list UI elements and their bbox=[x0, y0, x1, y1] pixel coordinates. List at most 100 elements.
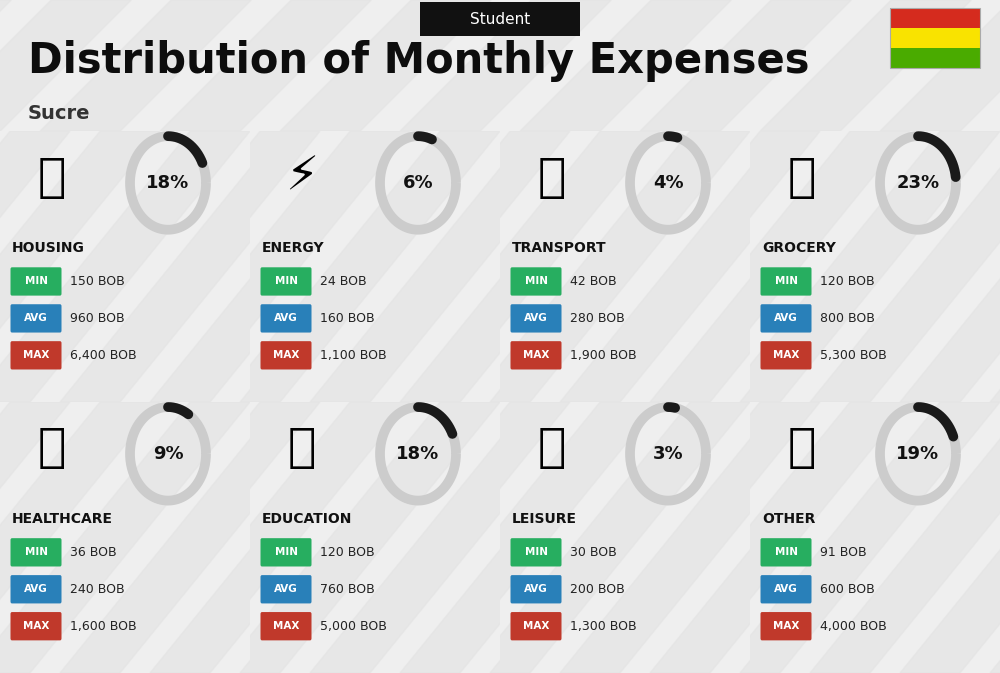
Polygon shape bbox=[0, 131, 250, 402]
Polygon shape bbox=[540, 131, 820, 402]
Polygon shape bbox=[760, 0, 971, 131]
Text: OTHER: OTHER bbox=[762, 512, 815, 526]
Text: 240 BOB: 240 BOB bbox=[70, 583, 125, 596]
FancyBboxPatch shape bbox=[511, 575, 562, 604]
Text: 🏢: 🏢 bbox=[38, 155, 66, 201]
Polygon shape bbox=[0, 0, 11, 131]
Text: 150 BOB: 150 BOB bbox=[70, 275, 125, 288]
Text: 5,000 BOB: 5,000 BOB bbox=[320, 620, 387, 633]
Polygon shape bbox=[740, 402, 1000, 673]
Polygon shape bbox=[720, 131, 1000, 402]
Text: 36 BOB: 36 BOB bbox=[70, 546, 117, 559]
Text: Distribution of Monthly Expenses: Distribution of Monthly Expenses bbox=[28, 40, 810, 82]
FancyBboxPatch shape bbox=[260, 612, 312, 641]
Polygon shape bbox=[40, 131, 320, 402]
Text: 1,900 BOB: 1,900 BOB bbox=[570, 349, 637, 362]
Polygon shape bbox=[310, 131, 590, 402]
Text: 280 BOB: 280 BOB bbox=[570, 312, 625, 325]
Polygon shape bbox=[990, 402, 1000, 673]
Text: AVG: AVG bbox=[24, 584, 48, 594]
Polygon shape bbox=[580, 402, 860, 673]
Text: Student: Student bbox=[470, 11, 530, 26]
Polygon shape bbox=[220, 402, 500, 673]
Polygon shape bbox=[310, 402, 590, 673]
Polygon shape bbox=[130, 402, 410, 673]
Text: MIN: MIN bbox=[274, 277, 298, 287]
Polygon shape bbox=[810, 402, 1000, 673]
Text: AVG: AVG bbox=[774, 584, 798, 594]
Polygon shape bbox=[490, 402, 770, 673]
Polygon shape bbox=[990, 131, 1000, 402]
Polygon shape bbox=[150, 131, 430, 402]
Polygon shape bbox=[0, 131, 160, 402]
Text: ⚡: ⚡ bbox=[285, 155, 319, 201]
Text: 800 BOB: 800 BOB bbox=[820, 312, 875, 325]
Polygon shape bbox=[240, 131, 520, 402]
Polygon shape bbox=[200, 131, 480, 402]
Text: MIN: MIN bbox=[524, 547, 548, 557]
Polygon shape bbox=[490, 131, 770, 402]
Text: 6%: 6% bbox=[403, 174, 433, 192]
FancyBboxPatch shape bbox=[260, 267, 312, 295]
FancyBboxPatch shape bbox=[260, 304, 312, 332]
Polygon shape bbox=[280, 0, 491, 131]
FancyBboxPatch shape bbox=[761, 304, 812, 332]
FancyBboxPatch shape bbox=[761, 341, 812, 369]
Polygon shape bbox=[560, 131, 840, 402]
FancyBboxPatch shape bbox=[761, 612, 812, 641]
Text: 6,400 BOB: 6,400 BOB bbox=[70, 349, 137, 362]
Text: 5,300 BOB: 5,300 BOB bbox=[820, 349, 887, 362]
Text: AVG: AVG bbox=[274, 314, 298, 324]
Text: AVG: AVG bbox=[524, 314, 548, 324]
Text: 🛍: 🛍 bbox=[538, 427, 566, 471]
Text: GROCERY: GROCERY bbox=[762, 241, 836, 255]
Text: 3%: 3% bbox=[653, 445, 683, 463]
FancyBboxPatch shape bbox=[260, 538, 312, 567]
Text: MAX: MAX bbox=[23, 621, 49, 631]
Polygon shape bbox=[40, 402, 320, 673]
Polygon shape bbox=[60, 402, 340, 673]
FancyBboxPatch shape bbox=[260, 575, 312, 604]
Polygon shape bbox=[0, 402, 230, 673]
Polygon shape bbox=[560, 402, 840, 673]
Text: 91 BOB: 91 BOB bbox=[820, 546, 867, 559]
FancyBboxPatch shape bbox=[890, 28, 980, 48]
Polygon shape bbox=[450, 402, 730, 673]
Polygon shape bbox=[290, 402, 570, 673]
Polygon shape bbox=[0, 131, 230, 402]
Polygon shape bbox=[290, 131, 570, 402]
Polygon shape bbox=[830, 131, 1000, 402]
Polygon shape bbox=[0, 402, 250, 673]
Text: MAX: MAX bbox=[23, 351, 49, 360]
Polygon shape bbox=[0, 402, 70, 673]
Polygon shape bbox=[720, 402, 1000, 673]
Text: MAX: MAX bbox=[773, 351, 799, 360]
FancyBboxPatch shape bbox=[511, 538, 562, 567]
FancyBboxPatch shape bbox=[260, 341, 312, 369]
Text: 18%: 18% bbox=[396, 445, 440, 463]
FancyBboxPatch shape bbox=[511, 341, 562, 369]
Text: 🎓: 🎓 bbox=[288, 427, 316, 471]
Text: MIN: MIN bbox=[274, 547, 298, 557]
Polygon shape bbox=[60, 131, 340, 402]
Polygon shape bbox=[0, 131, 70, 402]
FancyBboxPatch shape bbox=[10, 304, 62, 332]
Polygon shape bbox=[900, 131, 1000, 402]
Polygon shape bbox=[640, 0, 851, 131]
Polygon shape bbox=[400, 0, 611, 131]
Polygon shape bbox=[40, 0, 251, 131]
Polygon shape bbox=[830, 402, 1000, 673]
Text: AVG: AVG bbox=[274, 584, 298, 594]
Polygon shape bbox=[470, 402, 750, 673]
Text: 24 BOB: 24 BOB bbox=[320, 275, 367, 288]
Polygon shape bbox=[650, 131, 930, 402]
FancyBboxPatch shape bbox=[511, 304, 562, 332]
Polygon shape bbox=[160, 0, 371, 131]
Text: AVG: AVG bbox=[774, 314, 798, 324]
FancyBboxPatch shape bbox=[890, 8, 980, 28]
FancyBboxPatch shape bbox=[10, 538, 62, 567]
Text: 1,300 BOB: 1,300 BOB bbox=[570, 620, 637, 633]
FancyBboxPatch shape bbox=[420, 2, 580, 36]
Polygon shape bbox=[540, 402, 820, 673]
Polygon shape bbox=[450, 131, 730, 402]
